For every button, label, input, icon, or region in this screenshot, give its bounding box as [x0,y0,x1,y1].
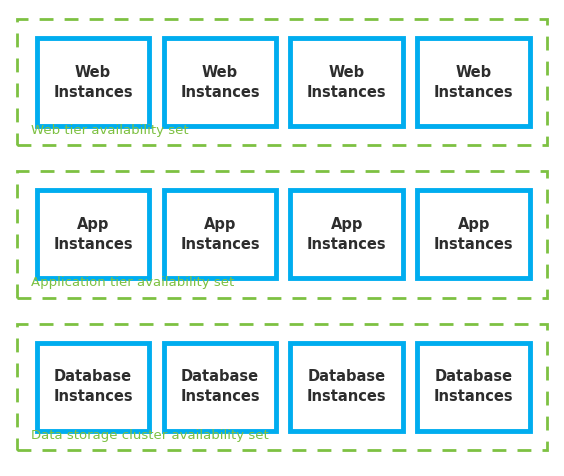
Text: Web
Instances: Web Instances [53,65,133,99]
Bar [17,324,547,450]
Bar [37,343,149,431]
Bar [17,171,547,298]
Bar [37,38,149,126]
Text: Database
Instances: Database Instances [53,369,133,404]
Text: App
Instances: App Instances [307,217,387,252]
Bar [37,190,149,278]
Text: Database
Instances: Database Instances [434,369,514,404]
Text: Web tier availability set: Web tier availability set [31,124,188,137]
Bar [290,343,403,431]
Text: Data storage cluster availability set: Data storage cluster availability set [31,429,269,442]
Text: Database
Instances: Database Instances [180,369,260,404]
Text: App
Instances: App Instances [53,217,133,252]
Bar [164,343,276,431]
Bar [164,38,276,126]
Text: Database
Instances: Database Instances [307,369,387,404]
Bar [417,190,530,278]
Text: Application tier availability set: Application tier availability set [31,277,234,289]
Bar [417,343,530,431]
Bar [164,190,276,278]
Bar [17,19,547,145]
Text: Web
Instances: Web Instances [434,65,514,99]
Bar [417,38,530,126]
Text: Web
Instances: Web Instances [180,65,260,99]
Text: App
Instances: App Instances [180,217,260,252]
Text: Web
Instances: Web Instances [307,65,387,99]
Text: App
Instances: App Instances [434,217,514,252]
Bar [290,38,403,126]
Bar [290,190,403,278]
